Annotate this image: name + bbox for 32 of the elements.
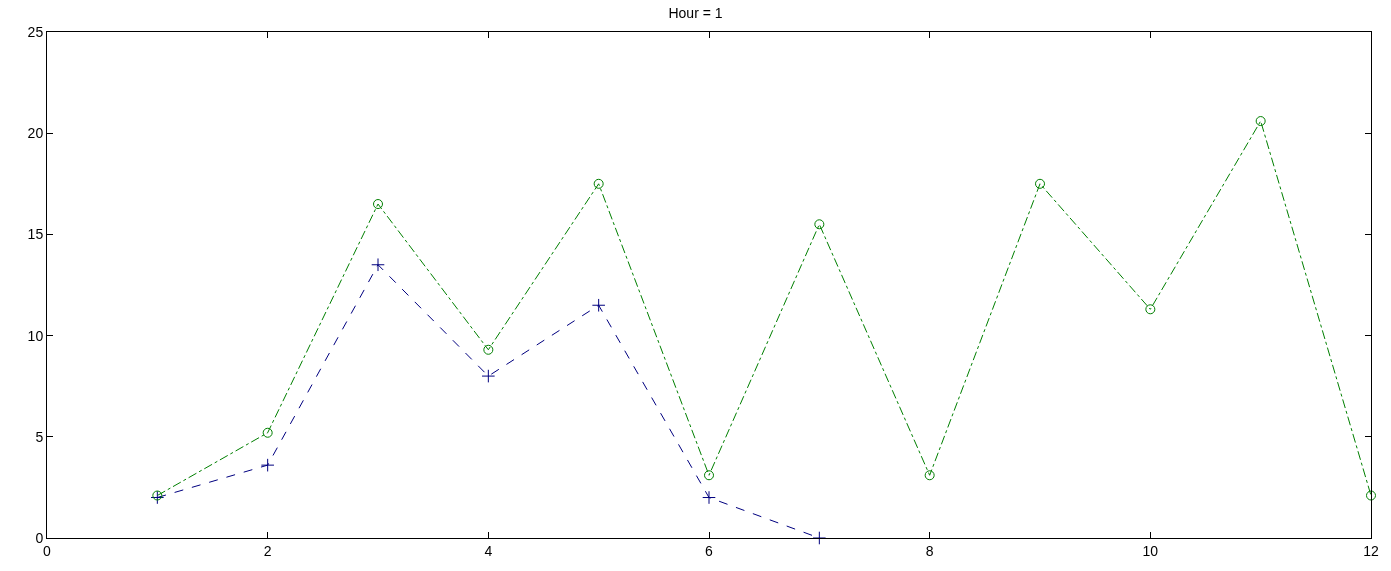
point: [1035, 178, 1045, 189]
x-tick-label: 8: [925, 542, 934, 559]
point: [704, 470, 714, 481]
x-tick-label: 12: [1363, 542, 1379, 559]
point: [1145, 304, 1156, 315]
point: [373, 199, 383, 210]
y-tick-label: 10: [27, 327, 44, 344]
x-tick-label: 10: [1142, 542, 1159, 559]
point: [371, 257, 385, 272]
point: [260, 458, 275, 472]
point: [150, 490, 165, 505]
point: [481, 369, 496, 383]
y-tick-label: 20: [27, 125, 44, 142]
point: [152, 490, 163, 501]
x-tick-label: 2: [263, 542, 272, 559]
point: [1255, 116, 1266, 127]
y-tick-label: 15: [27, 226, 44, 243]
point: [483, 344, 494, 355]
point: [1366, 490, 1376, 501]
x-tick-label: 6: [705, 542, 714, 559]
y-tick-label: 0: [35, 529, 44, 546]
point: [262, 427, 273, 438]
point: [814, 219, 825, 230]
point: [702, 490, 716, 505]
y-tick-label: 25: [27, 23, 44, 40]
y-tick-label: 5: [35, 428, 44, 445]
point: [593, 178, 604, 189]
point: [812, 531, 827, 545]
x-tick-label: 4: [484, 542, 493, 559]
point: [591, 298, 606, 313]
point: [924, 470, 935, 481]
chart-title: Hour = 1: [668, 5, 723, 22]
